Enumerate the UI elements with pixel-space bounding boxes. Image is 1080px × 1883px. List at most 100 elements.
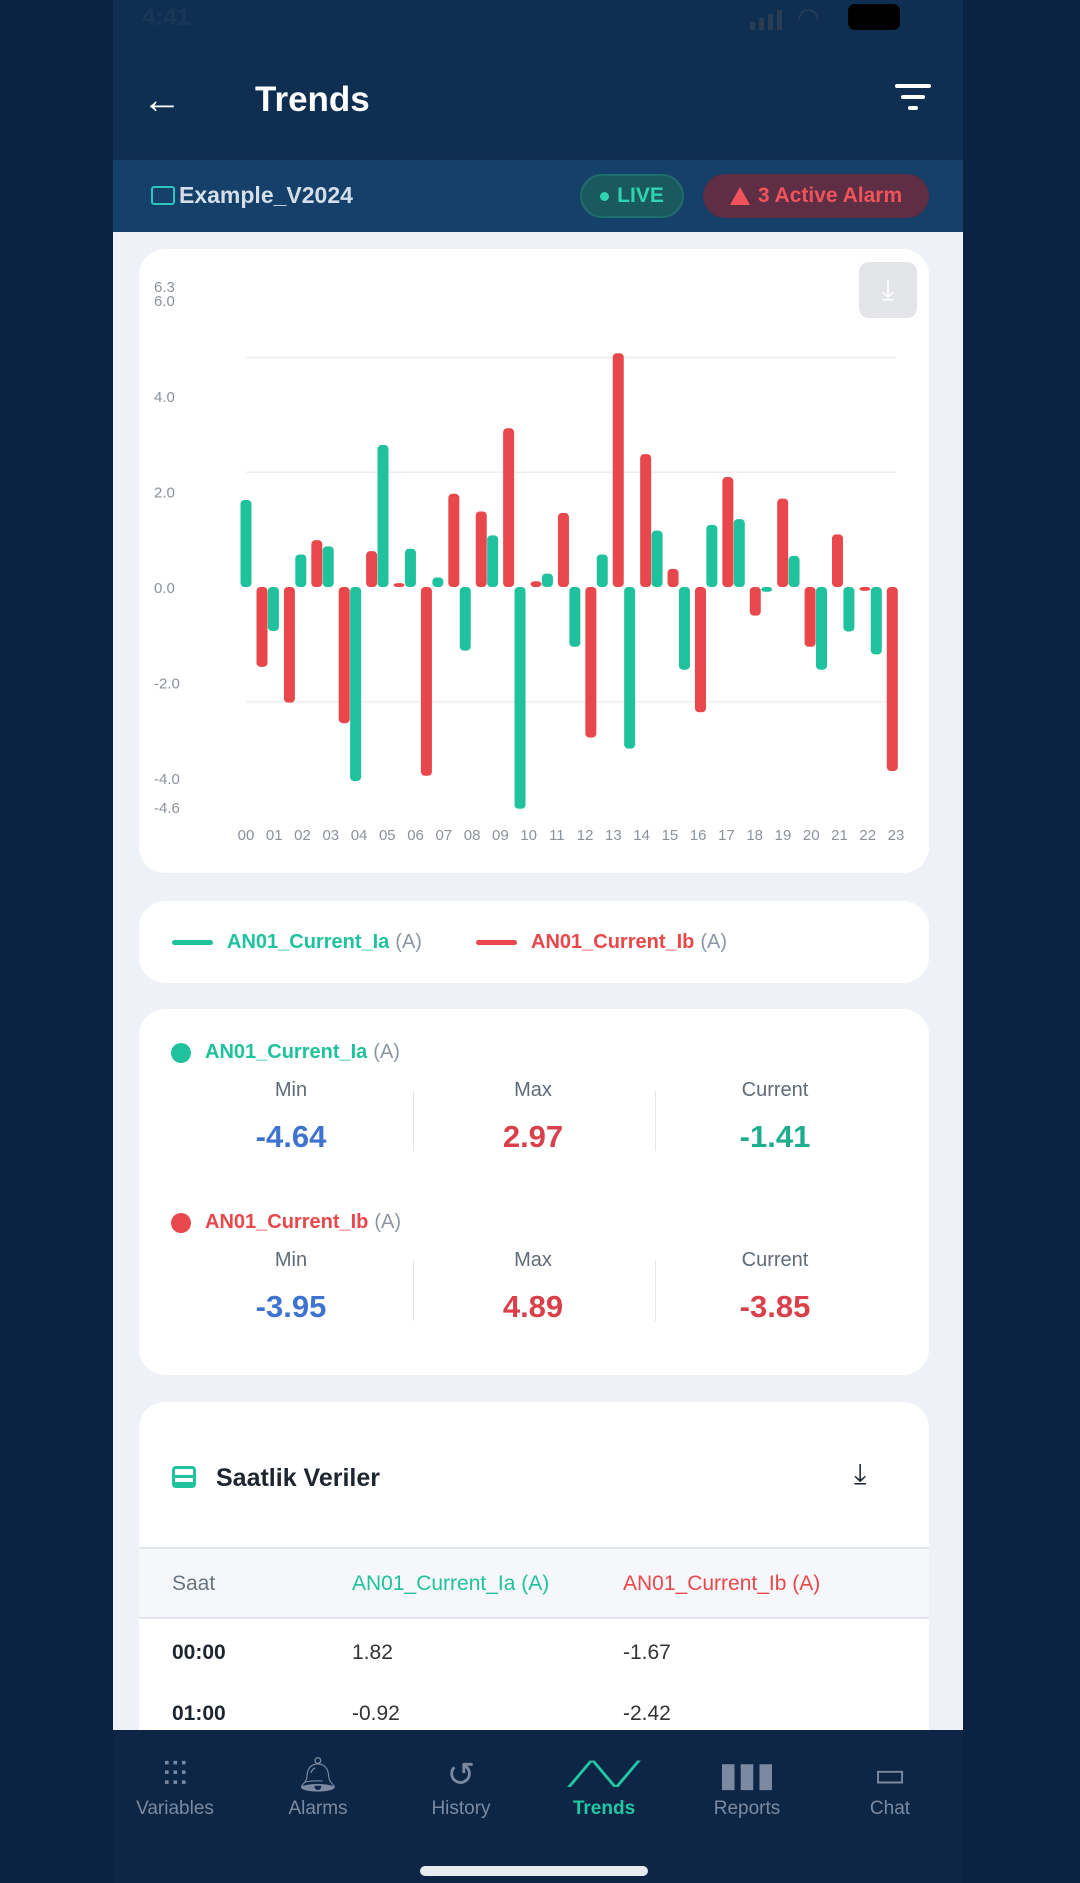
bar-ia-13 xyxy=(596,554,608,587)
active-alarm-badge[interactable]: 3 Active Alarm xyxy=(703,174,929,218)
filter-icon[interactable] xyxy=(893,84,933,116)
nav-trends[interactable]: ⟋⟍⟋ Trends xyxy=(539,1752,669,1820)
history-icon: ↺ xyxy=(446,1756,476,1794)
stat-max: Max 4.89 xyxy=(433,1249,633,1325)
x-tick-label: 17 xyxy=(718,827,735,844)
nav-reports[interactable]: ▮▮▮ Reports xyxy=(682,1752,812,1820)
series-unit: (A) xyxy=(374,1211,402,1233)
live-badge: LIVE xyxy=(580,174,684,218)
home-indicator[interactable] xyxy=(420,1866,648,1876)
series-label: AN01_Current_Ia xyxy=(205,1041,368,1063)
stat-value: -3.95 xyxy=(255,1289,327,1324)
bar-ia-11 xyxy=(541,573,553,587)
stat-label: Min xyxy=(274,1079,308,1101)
x-tick-label: 09 xyxy=(492,827,509,844)
back-button[interactable]: ← xyxy=(142,78,182,122)
cell-hour: 00:00 xyxy=(172,1641,226,1664)
y-tick-label: 4.0 xyxy=(154,389,175,406)
bottom-nav: ⫶⫶⫶ Variables 🔔︎ Alarms ↺ History ⟋⟍⟋ Trends… xyxy=(113,1730,963,1883)
cell-hour: 01:00 xyxy=(172,1702,226,1725)
nav-alarms[interactable]: 🔔︎ Alarms xyxy=(253,1752,383,1820)
download-icon: ⤓ xyxy=(854,1458,867,1489)
signal-icon xyxy=(750,10,782,30)
cell-ib: -1.67 xyxy=(623,1641,671,1664)
status-time: 4:41 xyxy=(142,4,191,31)
chart-download-button[interactable]: ⤓ xyxy=(859,262,917,318)
x-tick-label: 00 xyxy=(238,827,255,844)
bar-ia-20 xyxy=(788,555,800,587)
y-tick-label: 0.0 xyxy=(154,580,175,597)
legend-item-ib[interactable]: AN01_Current_Ib (A) xyxy=(476,931,727,954)
sliders-icon: ⫶⫶⫶ xyxy=(162,1756,188,1794)
x-tick-label: 08 xyxy=(464,827,481,844)
x-tick-label: 01 xyxy=(266,827,283,844)
x-tick-label: 13 xyxy=(605,827,622,844)
content-area: ⤓ 6.3 6.0 4.0 2.0 0.0 -2.0 -4.0 -4.6 00 01 02 03 04 0… xyxy=(113,232,963,1742)
x-tick-label: 10 xyxy=(520,827,537,844)
legend-line-ia xyxy=(172,940,213,945)
bar-ib-15 xyxy=(667,568,679,587)
divider xyxy=(655,1091,656,1151)
series-dot-icon xyxy=(171,1212,191,1233)
stats-series-ia: AN01_Current_Ia (A) xyxy=(171,1041,400,1064)
stat-min: Min -4.64 xyxy=(191,1079,391,1155)
column-header-ib[interactable]: AN01_Current_Ib (A) xyxy=(623,1572,821,1595)
bar-chart-icon: ▮▮▮ xyxy=(718,1756,776,1794)
stat-value: -1.41 xyxy=(739,1119,811,1154)
legend-item-ia[interactable]: AN01_Current_Ia (A) xyxy=(172,931,422,954)
stat-label: Current xyxy=(741,1079,809,1101)
bar-ib-14 xyxy=(640,454,652,587)
divider xyxy=(413,1261,414,1321)
bar-ib-12 xyxy=(585,587,597,738)
x-tick-label: 11 xyxy=(549,827,565,844)
y-tick-label: 6.3 xyxy=(154,279,175,296)
bar-ib-23 xyxy=(886,587,898,772)
bar-ia-05 xyxy=(377,445,389,587)
bar-ib-16 xyxy=(694,587,706,713)
x-tick-label: 21 xyxy=(831,827,848,844)
bell-icon: 🔔︎ xyxy=(296,1756,340,1794)
column-header-hour[interactable]: Saat xyxy=(172,1572,216,1595)
bar-ia-09 xyxy=(487,535,499,587)
legend-unit: (A) xyxy=(395,931,422,953)
nav-variables[interactable]: ⫶⫶⫶ Variables xyxy=(110,1752,240,1820)
bar-ia-17 xyxy=(706,524,718,587)
series-label: AN01_Current_Ib xyxy=(205,1211,369,1233)
x-tick-label: 05 xyxy=(379,827,396,844)
nav-label: Reports xyxy=(713,1798,781,1819)
bar-ia-22 xyxy=(843,587,855,632)
x-tick-label: 14 xyxy=(633,827,650,844)
bar-ib-06 xyxy=(420,587,432,776)
column-header-ia[interactable]: AN01_Current_Ia (A) xyxy=(352,1572,550,1595)
stats-series-ib: AN01_Current_Ib (A) xyxy=(171,1211,401,1234)
x-tick-label: 03 xyxy=(322,827,339,844)
stat-label: Max xyxy=(514,1079,552,1101)
x-tick-label: 06 xyxy=(407,827,424,844)
bar-ib-18 xyxy=(749,587,761,616)
project-name[interactable]: Example_V2024 xyxy=(179,182,353,208)
page-title: Trends xyxy=(255,80,370,119)
bar-ib-01 xyxy=(283,587,295,703)
chart-legend: AN01_Current_Ia (A) AN01_Current_Ib (A) xyxy=(139,901,929,983)
bar-ia-06 xyxy=(404,548,416,587)
bar-ib-11 xyxy=(557,512,569,587)
x-tick-label: 04 xyxy=(351,827,368,844)
chat-icon: ▭ xyxy=(873,1756,907,1794)
table-download-button[interactable]: ⤓ xyxy=(854,1458,866,1491)
nav-chat[interactable]: ▭ Chat xyxy=(825,1752,955,1820)
bar-ia-00 xyxy=(240,500,252,587)
bar-ia-12 xyxy=(569,587,581,647)
nav-history[interactable]: ↺ History xyxy=(396,1752,526,1820)
x-tick-label: 19 xyxy=(775,827,792,844)
divider xyxy=(655,1261,656,1321)
stat-label: Current xyxy=(741,1249,809,1271)
x-tick-label: 23 xyxy=(888,827,905,844)
bar-ia-21 xyxy=(815,587,827,670)
bar-ia-08 xyxy=(459,587,471,651)
chart-card: ⤓ 6.3 6.0 4.0 2.0 0.0 -2.0 -4.0 -4.6 00 01 02 03 04 0… xyxy=(139,249,929,873)
bar-ia-03 xyxy=(322,546,334,587)
legend-label: AN01_Current_Ia xyxy=(227,931,390,953)
stats-card: AN01_Current_Ia (A) Min -4.64 Max 2.97 Curr… xyxy=(139,1009,929,1375)
x-tick-label: 02 xyxy=(294,827,311,844)
stat-min: Min -3.95 xyxy=(191,1249,391,1325)
